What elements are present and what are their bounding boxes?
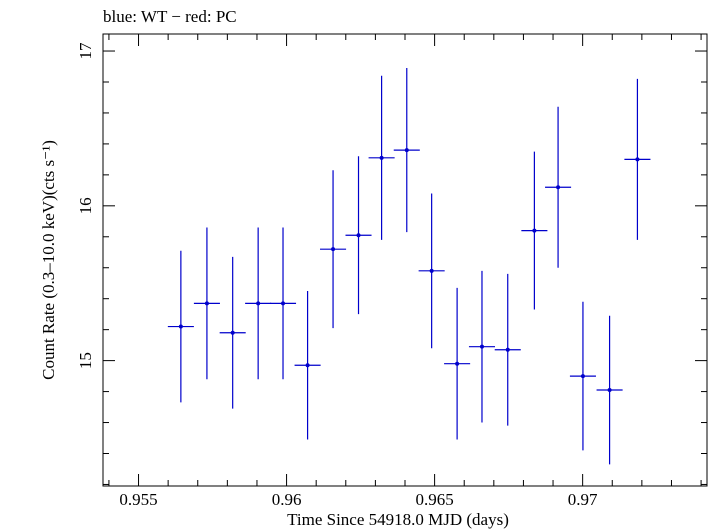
data-point xyxy=(479,344,484,349)
x-axis-label: Time Since 54918.0 MJD (days) xyxy=(287,510,509,529)
y-tick-label: 15 xyxy=(76,352,95,369)
y-tick-label: 16 xyxy=(76,197,95,214)
chart-title: blue: WT − red: PC xyxy=(103,7,237,26)
data-point xyxy=(204,301,209,306)
data-point xyxy=(305,363,310,368)
data-point xyxy=(556,185,561,190)
data-point xyxy=(635,157,640,162)
axis-ticks: 0.955 0.96 0.965 0.97 15 16 17 xyxy=(76,34,707,509)
data-point xyxy=(532,228,537,233)
data-point xyxy=(356,233,361,238)
data-point xyxy=(281,301,286,306)
data-point xyxy=(607,388,612,393)
data-point xyxy=(230,330,235,335)
data-point xyxy=(455,361,460,366)
data-series-wt xyxy=(167,68,651,465)
x-tick-label: 0.97 xyxy=(568,490,598,509)
data-point xyxy=(404,148,409,153)
data-point xyxy=(178,324,183,329)
data-point xyxy=(580,374,585,379)
data-point xyxy=(256,301,261,306)
data-point xyxy=(379,155,384,160)
x-tick-label: 0.965 xyxy=(415,490,453,509)
data-point xyxy=(331,247,336,252)
y-tick-label: 17 xyxy=(76,42,95,60)
x-tick-label: 0.955 xyxy=(119,490,157,509)
data-point xyxy=(505,347,510,352)
data-point xyxy=(429,268,434,273)
x-tick-label: 0.96 xyxy=(272,490,302,509)
y-axis-label: Count Rate (0.3–10.0 keV)(cts s⁻¹) xyxy=(39,140,58,380)
